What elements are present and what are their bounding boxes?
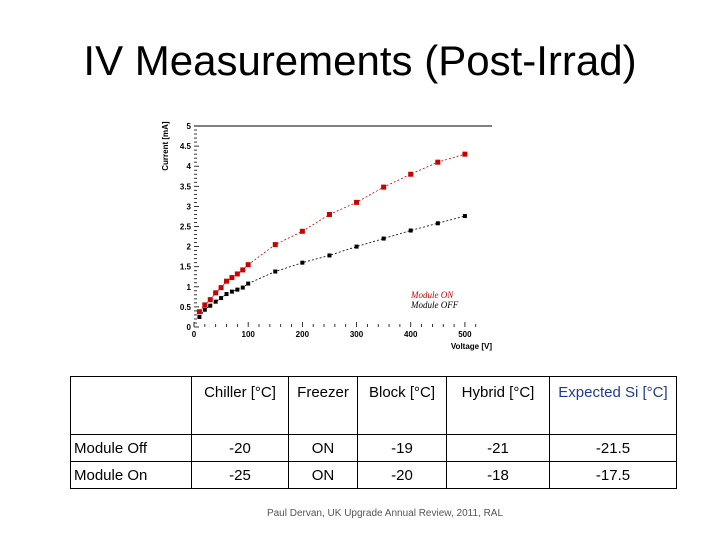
x-tick-label: 400 <box>404 330 418 339</box>
x-tick-label: 100 <box>242 330 256 339</box>
slide-footer: Paul Dervan, UK Upgrade Annual Review, 2… <box>266 508 504 519</box>
data-point <box>235 287 240 292</box>
chart-axes: 0 0.5 1 1.5 2 2.5 3 3.5 4 4.5 5 0 100 200 300 400 500 Cur… <box>161 121 492 351</box>
table-cell: -18 <box>446 461 550 489</box>
data-point <box>202 302 208 308</box>
data-point <box>381 184 387 190</box>
row-label-module-off: Module Off <box>70 434 192 462</box>
y-tick-label: 2.5 <box>180 223 192 232</box>
header-chiller: Chiller [°C] <box>191 376 289 435</box>
y-tick-label: 2 <box>187 243 192 252</box>
data-point <box>246 281 251 286</box>
table-row: Module On -25 ON -20 -18 -17.5 <box>70 461 677 489</box>
data-point <box>202 307 207 312</box>
data-point <box>234 271 240 277</box>
data-point <box>462 151 468 157</box>
data-point <box>245 262 251 268</box>
table-cell: -21 <box>446 434 550 462</box>
table-cell: -19 <box>357 434 447 462</box>
data-point <box>299 228 305 234</box>
data-point <box>224 278 230 284</box>
data-point <box>208 303 213 308</box>
x-tick-label: 200 <box>296 330 310 339</box>
y-tick-label: 0 <box>187 323 192 332</box>
data-point <box>229 275 235 281</box>
y-tick-label: 1 <box>187 283 192 292</box>
data-point <box>327 253 332 258</box>
data-point <box>354 199 360 205</box>
x-tick-label: 300 <box>350 330 364 339</box>
table-cell: -17.5 <box>549 461 677 489</box>
y-tick-label: 3 <box>187 202 192 211</box>
header-expected-si: Expected Si [°C] <box>549 376 677 435</box>
y-tick-label: 1.5 <box>180 263 192 272</box>
data-point <box>207 297 213 303</box>
data-point <box>273 269 278 274</box>
data-point <box>354 244 359 249</box>
header-freezer: Freezer <box>288 376 358 435</box>
data-point <box>218 285 224 291</box>
table-cell: -20 <box>191 434 289 462</box>
data-point <box>326 211 332 217</box>
data-point <box>213 299 218 304</box>
data-point <box>300 260 305 265</box>
data-point <box>272 242 278 248</box>
data-point <box>229 289 234 294</box>
temperature-table: Chiller [°C] Freezer Block [°C] Hybrid [… <box>70 376 677 489</box>
data-point <box>462 214 467 219</box>
chart-markers <box>196 151 468 319</box>
slide-title: IV Measurements (Post-Irrad) <box>83 37 637 84</box>
series-curve-module-on <box>199 153 466 312</box>
data-point <box>197 314 202 319</box>
x-tick-label: 0 <box>192 330 197 339</box>
legend-entry: Module OFF <box>410 300 459 310</box>
y-axis-label: Current [mA] <box>161 121 170 171</box>
table-cell: -20 <box>357 461 447 489</box>
header-hybrid: Hybrid [°C] <box>446 376 550 435</box>
data-point <box>219 296 224 301</box>
data-point <box>240 267 246 273</box>
data-point <box>435 221 440 226</box>
table-header-row: Chiller [°C] Freezer Block [°C] Hybrid [… <box>70 376 677 435</box>
y-tick-label: 5 <box>187 122 192 131</box>
y-tick-label: 4 <box>187 162 192 171</box>
y-tick-label: 0.5 <box>180 303 192 312</box>
iv-chart: 0 0.5 1 1.5 2 2.5 3 3.5 4 4.5 5 0 100 200 300 400 500 Cur… <box>161 121 492 351</box>
x-axis-label: Voltage [V] <box>451 342 493 351</box>
table-cell: -21.5 <box>549 434 677 462</box>
header-block: Block [°C] <box>357 376 447 435</box>
table-cell: ON <box>288 434 358 462</box>
data-point <box>408 171 414 177</box>
data-point <box>224 292 229 297</box>
data-point <box>213 290 219 296</box>
data-point <box>381 236 386 241</box>
data-point <box>240 285 245 290</box>
table-cell: ON <box>288 461 358 489</box>
data-point <box>408 228 413 233</box>
table-cell: -25 <box>191 461 289 489</box>
header-empty-cell <box>70 376 192 435</box>
data-point <box>435 159 441 165</box>
data-point <box>196 309 202 315</box>
row-label-module-on: Module On <box>70 461 192 489</box>
table-row: Module Off -20 ON -19 -21 -21.5 <box>70 434 677 462</box>
y-tick-label: 4.5 <box>180 142 192 151</box>
y-tick-label: 3.5 <box>180 182 192 191</box>
x-tick-label: 500 <box>458 330 472 339</box>
legend-entry: Module ON <box>410 290 454 300</box>
